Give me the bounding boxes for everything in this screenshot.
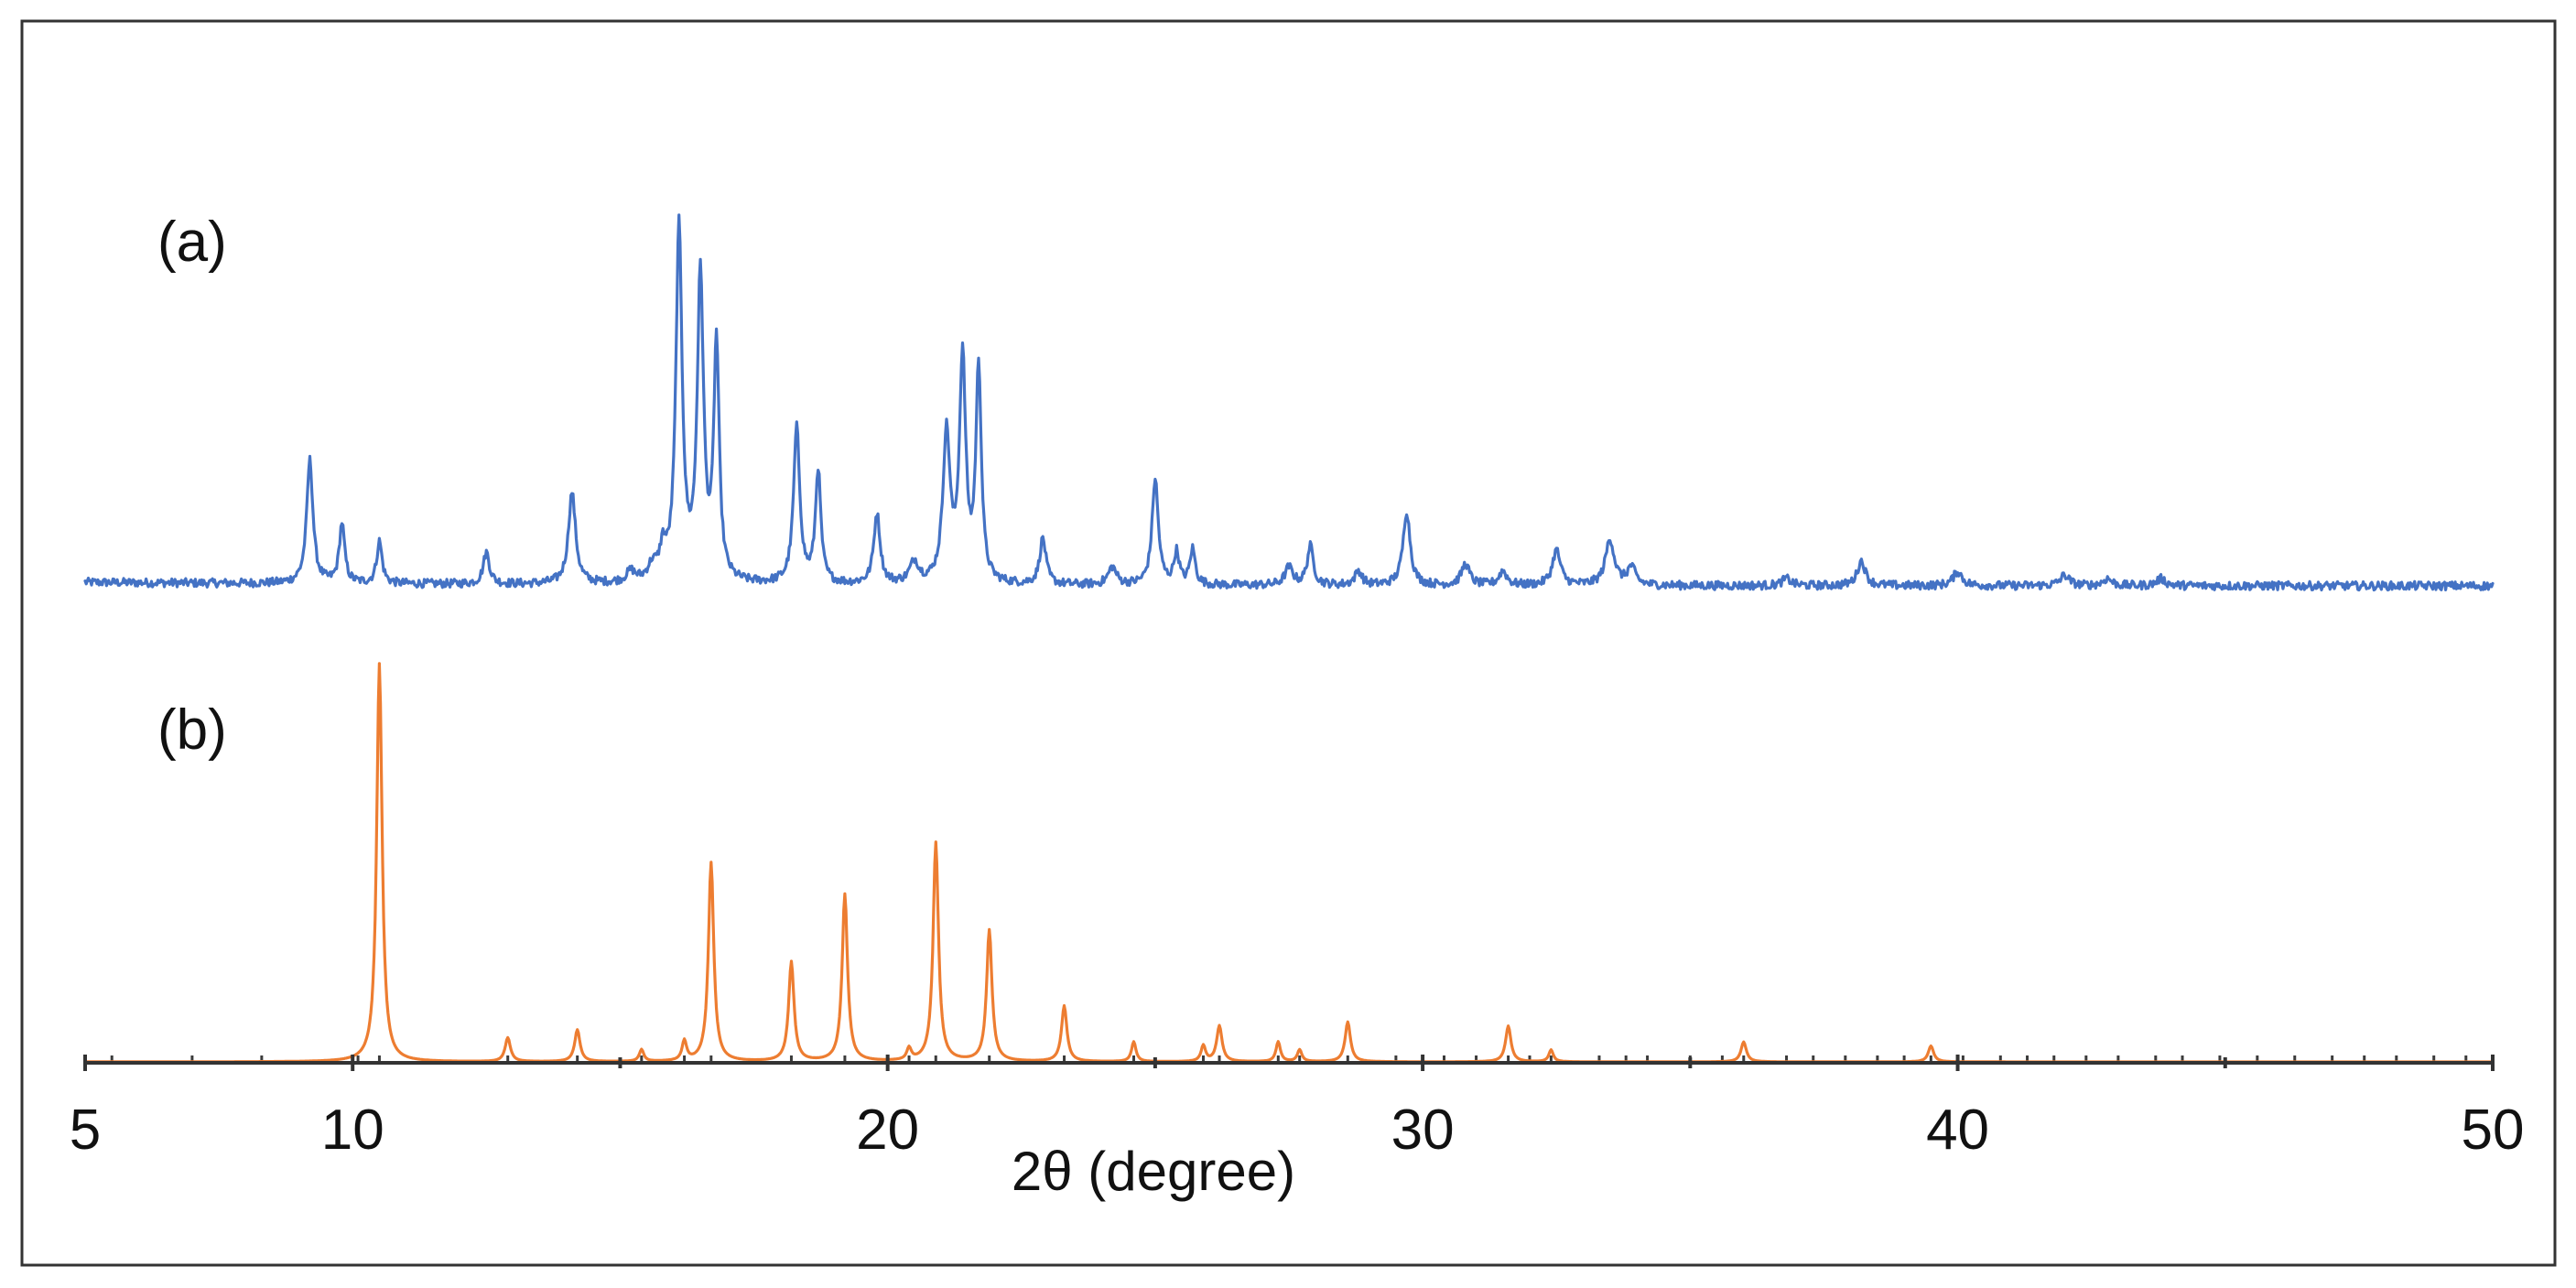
x-tick-label-20: 20 xyxy=(856,1099,919,1162)
x-tick-label-5: 5 xyxy=(70,1099,101,1162)
x-axis-title: 2θ (degree) xyxy=(1012,1141,1295,1202)
x-tick-label-50: 50 xyxy=(2462,1099,2525,1162)
x-tick-label-30: 30 xyxy=(1391,1099,1455,1162)
series-line-a xyxy=(83,213,2495,592)
series-line-b xyxy=(83,662,2495,1064)
panel-label-b: (b) xyxy=(157,698,227,762)
x-axis-tick-labels: 5 10 20 30 40 50 xyxy=(70,1099,2525,1162)
series-a xyxy=(83,213,2495,592)
panel-label-a: (a) xyxy=(157,211,227,274)
x-tick-label-10: 10 xyxy=(321,1099,384,1162)
series-b xyxy=(83,662,2495,1064)
x-tick-label-40: 40 xyxy=(1926,1099,1989,1162)
x-axis-ticks xyxy=(83,1055,2495,1071)
figure-frame xyxy=(20,19,2557,1267)
